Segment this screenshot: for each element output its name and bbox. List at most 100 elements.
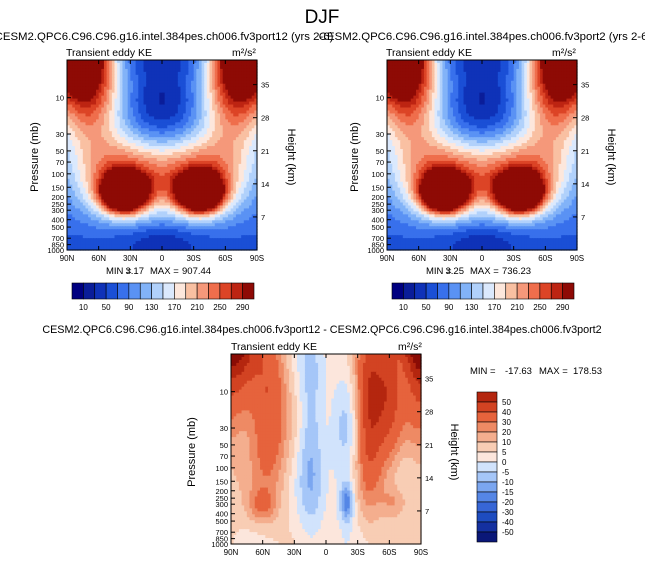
panel-3-left-label: Transient eddy KE xyxy=(231,341,317,353)
panel-1-colorbar-label: 130 xyxy=(145,303,159,312)
panel-3-colorbar-label: 20 xyxy=(502,428,511,437)
panel-2-colorbar-label: 290 xyxy=(556,303,570,312)
panel-2-ytick-right-label: 28 xyxy=(581,114,589,123)
panel-2-units: m²/s² xyxy=(552,47,576,59)
panel-3-ylabel-right: Height (km) xyxy=(448,424,460,481)
panel-3-colorbar-label: 50 xyxy=(502,398,511,407)
panel-3-min-value: -17.63 xyxy=(505,366,532,377)
panel-3-colorbar-swatch xyxy=(477,512,497,522)
panel-1-colorbar-swatch xyxy=(140,283,151,299)
panel-1-colorbar-label: 170 xyxy=(168,303,182,312)
panel-2-colorbar-label: 90 xyxy=(444,303,453,312)
panel-1-ytick-label: 70 xyxy=(56,158,64,167)
panel-2-xtick-label: 0 xyxy=(480,254,485,263)
panel-2-xtick-label: 60N xyxy=(411,254,426,263)
panel-2-ytick-right-label: 21 xyxy=(581,147,589,156)
panel-1-colorbar-swatch xyxy=(106,283,117,299)
panel-2-colorbar-swatch xyxy=(403,283,414,299)
panel-3-ytick-label: 300 xyxy=(215,500,228,509)
panel-2-colorbar-swatch xyxy=(472,283,483,299)
panel-3: CESM2.QPC6.C96.C96.g16.intel.384pes.ch00… xyxy=(42,324,602,557)
panel-1-xtick-label: 60N xyxy=(91,254,106,263)
panel-1-max-value: 907.44 xyxy=(182,266,211,277)
panel-3-colorbar-label: -30 xyxy=(502,508,514,517)
panel-2-ytick-label: 10 xyxy=(376,94,384,103)
panel-1-colorbar-label: 290 xyxy=(236,303,250,312)
panel-1-min-value: 3.17 xyxy=(126,266,145,277)
panel-2-max-value: 736.23 xyxy=(502,266,531,277)
panel-3-colorbar-swatch xyxy=(477,412,497,422)
panel-2: CESM2.QPC6.C96.C96.g16.intel.384pes.ch00… xyxy=(319,31,645,312)
panel-3-ytick-label: 70 xyxy=(220,452,228,461)
panel-1: CESM2.QPC6.C96.C96.g16.intel.384pes.ch00… xyxy=(0,31,334,312)
panel-1-colorbar-label: 90 xyxy=(124,303,133,312)
panel-1-colorbar-swatch xyxy=(129,283,140,299)
panel-1-xtick-label: 30N xyxy=(123,254,138,263)
panel-3-units: m²/s² xyxy=(398,341,422,353)
panel-1-colorbar-swatch xyxy=(186,283,197,299)
panel-2-ytick-label: 500 xyxy=(371,223,384,232)
panel-1-ytick-right-label: 35 xyxy=(261,81,269,90)
panel-3-xtick-label: 60S xyxy=(382,548,396,557)
panel-3-colorbar-label: -50 xyxy=(502,528,514,537)
panel-1-ytick-label: 10 xyxy=(56,94,64,103)
panel-3-colorbar-label: 30 xyxy=(502,418,511,427)
panel-2-ytick-label: 70 xyxy=(376,158,384,167)
panel-3-ytick-right-label: 14 xyxy=(425,474,433,483)
panel-1-left-label: Transient eddy KE xyxy=(66,47,152,59)
panel-1-max-label: MAX = xyxy=(150,266,179,277)
panel-1-ytick-right-label: 28 xyxy=(261,114,269,123)
panel-2-colorbar-label: 210 xyxy=(510,303,524,312)
panel-1-field xyxy=(67,60,258,251)
panel-3-ytick-label: 10 xyxy=(220,388,228,397)
panel-2-colorbar-label: 250 xyxy=(533,303,547,312)
panel-2-colorbar-swatch xyxy=(449,283,460,299)
panel-1-plot: 90N 60N 30N 0 30S 60S 90S103050701001502002503… xyxy=(47,60,269,263)
panel-2-colorbar-swatch xyxy=(438,283,449,299)
page-title: DJF xyxy=(305,7,340,28)
panel-1-colorbar-swatch xyxy=(83,283,94,299)
panel-3-colorbar-label: 0 xyxy=(502,458,507,467)
panel-2-xtick-label: 60S xyxy=(538,254,552,263)
panel-2-colorbar-swatch xyxy=(426,283,437,299)
panel-2-colorbar-swatch xyxy=(460,283,471,299)
panel-3-colorbar-swatch xyxy=(477,492,497,502)
panel-3-ytick-label: 500 xyxy=(215,517,228,526)
panel-3-colorbar-swatch xyxy=(477,462,497,472)
panel-2-left-label: Transient eddy KE xyxy=(386,47,472,59)
panel-1-colorbar-swatch xyxy=(174,283,185,299)
panel-2-ytick-right-label: 35 xyxy=(581,81,589,90)
panel-3-colorbar-label: -10 xyxy=(502,478,514,487)
panel-3-title: CESM2.QPC6.C96.C96.g16.intel.384pes.ch00… xyxy=(42,324,601,336)
panel-2-colorbar-label: 170 xyxy=(488,303,502,312)
panel-2-ytick-label: 1000 xyxy=(367,246,384,255)
panel-2-colorbar-swatch xyxy=(483,283,494,299)
panel-2-xtick-label: 90N xyxy=(380,254,395,263)
panel-3-ytick-right-label: 28 xyxy=(425,408,433,417)
panel-2-field xyxy=(387,60,578,251)
panel-3-max-value: 178.53 xyxy=(573,366,602,377)
panel-1-colorbar-swatch xyxy=(220,283,231,299)
panel-2-colorbar-swatch xyxy=(563,283,574,299)
panel-3-ylabel: Pressure (mb) xyxy=(186,417,198,487)
panel-3-colorbar-swatch xyxy=(477,432,497,442)
panel-1-xtick-label: 90N xyxy=(60,254,75,263)
panel-3-field xyxy=(231,354,422,545)
panel-2-colorbar-swatch xyxy=(540,283,551,299)
panel-2-colorbar-swatch xyxy=(517,283,528,299)
panel-3-colorbar-swatch xyxy=(477,452,497,462)
panel-1-colorbar-swatch xyxy=(243,283,254,299)
panel-3-ytick-label: 30 xyxy=(220,424,228,433)
panel-2-plot: 90N 60N 30N 0 30S 60S 90S103050701001502002503… xyxy=(367,60,589,263)
panel-1-ytick-right-label: 7 xyxy=(261,213,265,222)
panel-1-colorbar-label: 10 xyxy=(79,303,88,312)
panel-1-colorbar-swatch xyxy=(72,283,83,299)
panel-1-ytick-right-label: 14 xyxy=(261,180,269,189)
panel-2-colorbar-swatch xyxy=(392,283,403,299)
panel-3-xtick-label: 0 xyxy=(324,548,329,557)
panel-1-colorbar-swatch xyxy=(118,283,129,299)
panel-3-colorbar-label: -40 xyxy=(502,518,514,527)
panel-2-colorbar-label: 50 xyxy=(422,303,431,312)
